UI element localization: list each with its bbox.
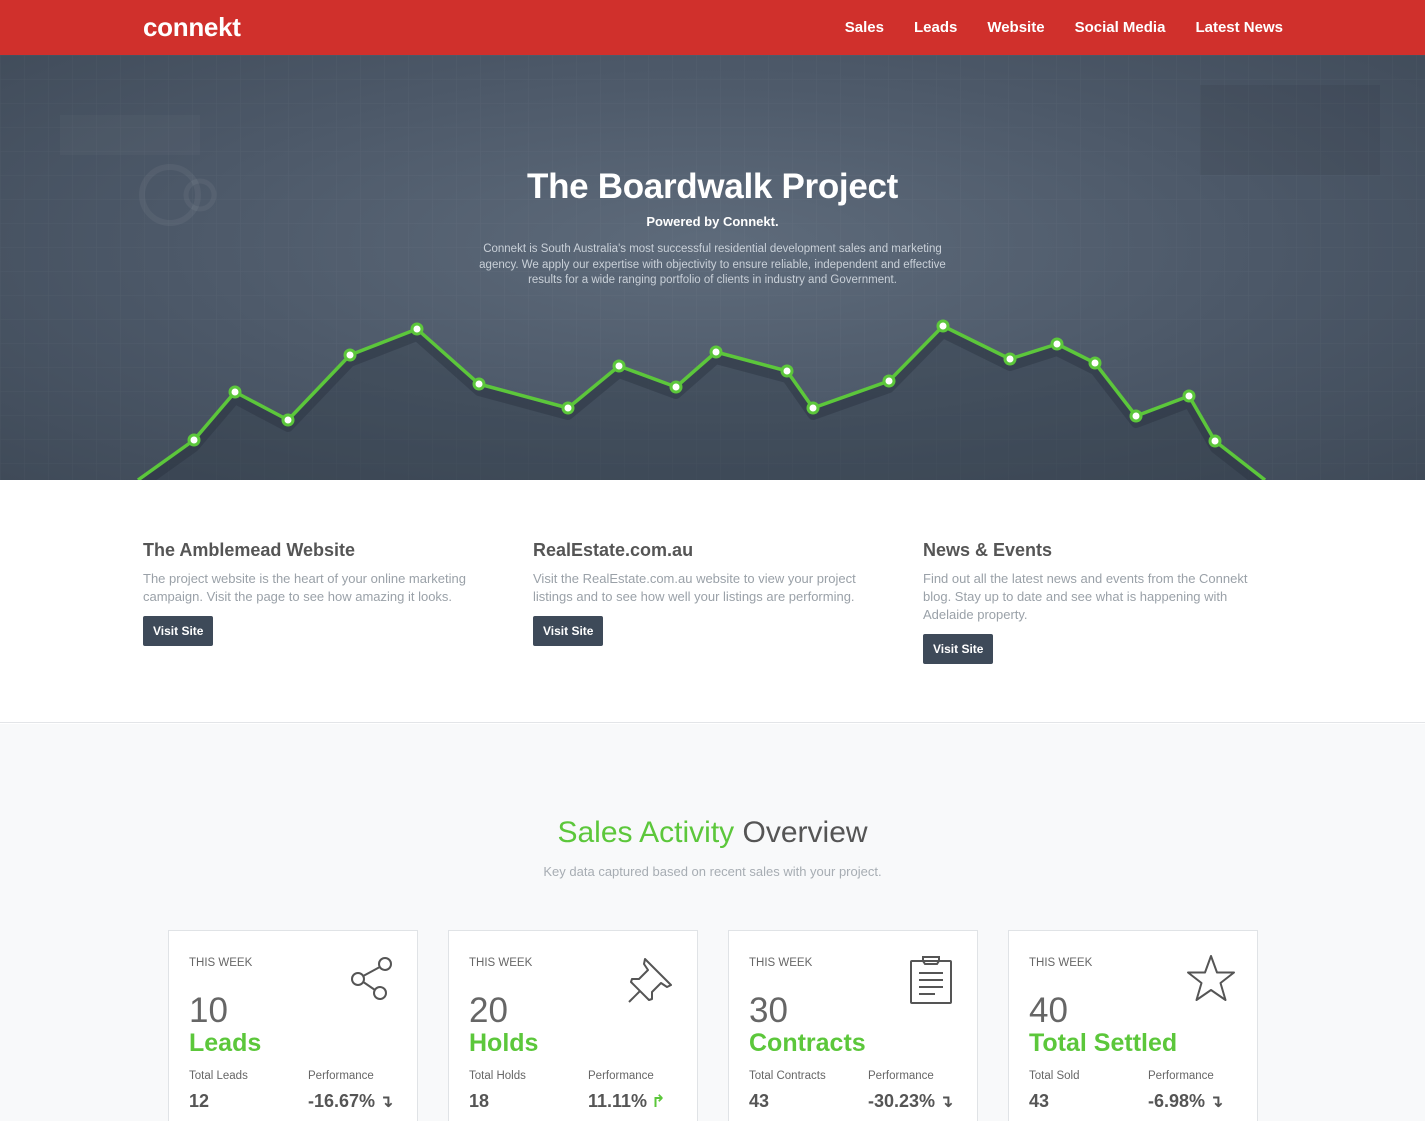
hero-chart-point [1050, 337, 1064, 351]
sales-subtitle: Key data captured based on recent sales … [543, 864, 882, 879]
arrow-up-icon: ↱ [651, 1092, 666, 1111]
card-label: Contracts [749, 1029, 866, 1057]
card-performance: 11.11% ↱ [588, 1091, 665, 1112]
feature-text: Visit the RealEstate.com.au website to v… [533, 571, 856, 604]
arrow-down-icon: ↴ [379, 1092, 394, 1111]
hero-chart-point [472, 377, 486, 391]
hero-banner: The Boardwalk Project Powered by Connekt… [0, 55, 1425, 480]
hero-chart-shadow [139, 328, 1265, 480]
hero-title: The Boardwalk Project [526, 167, 899, 206]
star-icon [1187, 955, 1235, 1001]
hero-chart-point [669, 380, 683, 394]
share-icon [351, 957, 392, 1000]
hero-chart-point [1208, 434, 1222, 448]
arrow-down-icon: ↴ [1209, 1092, 1224, 1111]
hero-chart-point [1182, 389, 1196, 403]
hero-line-chart [136, 319, 1267, 480]
card-period: THIS WEEK [189, 957, 253, 969]
card-period: THIS WEEK [469, 957, 533, 969]
card-performance-label: Performance [868, 1070, 934, 1082]
card-performance-label: Performance [1148, 1070, 1214, 1082]
hero-chart-point [228, 385, 242, 399]
nav-link-latest-news[interactable]: Latest News [1195, 19, 1283, 36]
card-label: Leads [189, 1029, 262, 1057]
hero-description: Connekt is South Australia's most succes… [479, 243, 946, 286]
visit-site-button-news[interactable]: Visit Site [923, 634, 994, 664]
hero-chart-point [410, 322, 424, 336]
feature-news-events: News & Events Find out all the latest ne… [923, 540, 1273, 664]
card-total-label: Total Contracts [749, 1070, 826, 1082]
hero-background-pattern [0, 55, 1425, 480]
card-total-value: 43 [1029, 1091, 1050, 1111]
feature-realestate: RealEstate.com.au Visit the RealEstate.c… [533, 540, 883, 646]
card-performance-value: -30.23% [868, 1091, 936, 1111]
nav-link-leads[interactable]: Leads [913, 19, 958, 36]
card-performance-label: Performance [588, 1070, 654, 1082]
hero-chart-area [138, 326, 1265, 480]
card-value: 30 [749, 991, 788, 1030]
nav-menu: Sales Leads Website Social Media Latest … [845, 0, 1283, 55]
card-total-label: Total Leads [189, 1070, 248, 1082]
hero-chart-point [1129, 409, 1143, 423]
hero-chart-point [561, 401, 575, 415]
hero-subtitle: Powered by Connekt. [646, 214, 779, 229]
hero-chart-point [709, 345, 723, 359]
hero-chart-point [1088, 356, 1102, 370]
top-navbar: connekt Sales Leads Website Social Media… [0, 0, 1425, 55]
hero-chart-point [806, 401, 820, 415]
sales-title: Sales Activity Overview [0, 816, 1425, 850]
sales-title-rest: Overview [734, 816, 868, 849]
feature-text: The project website is the heart of your… [143, 571, 467, 604]
card-performance-value: -16.67% [308, 1091, 376, 1111]
card-period: THIS WEEK [749, 957, 813, 969]
visit-site-button-realestate[interactable]: Visit Site [533, 616, 604, 646]
stat-card-total-settled: THIS WEEK 40 Total Settled Total Sold Pe… [1008, 930, 1258, 1121]
stat-card-leads: THIS WEEK 10 Leads Total Leads Performan… [168, 930, 418, 1121]
feature-title: RealEstate.com.au [533, 540, 694, 560]
card-performance: -30.23% ↴ [868, 1091, 953, 1112]
card-label: Holds [469, 1029, 539, 1057]
visit-site-button-website[interactable]: Visit Site [143, 616, 214, 646]
card-total-value: 18 [469, 1091, 490, 1111]
card-total-label: Total Sold [1029, 1070, 1080, 1082]
card-total-value: 12 [189, 1091, 210, 1111]
card-performance-value: 11.11% [588, 1091, 648, 1111]
feature-title: The Amblemead Website [143, 540, 356, 560]
hero-chart-point [780, 364, 794, 378]
hero-chart-point [1003, 352, 1017, 366]
logo[interactable]: connekt [143, 12, 241, 42]
card-period: THIS WEEK [1029, 957, 1093, 969]
nav-link-website[interactable]: Website [987, 19, 1045, 36]
hero-chart-point [187, 433, 201, 447]
card-value: 10 [189, 991, 228, 1030]
card-value: 20 [469, 991, 508, 1030]
feature-text: Find out all the latest news and events … [923, 571, 1248, 622]
hero-chart-point [281, 413, 295, 427]
features-section: The Amblemead Website The project websit… [0, 480, 1425, 723]
hero-chart-point [882, 374, 896, 388]
card-performance-value: -6.98% [1148, 1091, 1206, 1111]
hero-chart-line [136, 324, 1267, 480]
card-label: Total Settled [1029, 1029, 1178, 1057]
feature-title: News & Events [923, 540, 1053, 560]
pushpin-icon [628, 958, 672, 1003]
hero-chart-point [612, 359, 626, 373]
nav-link-social-media[interactable]: Social Media [1074, 19, 1166, 36]
stat-card-contracts: THIS WEEK 30 Contracts Total Contracts P… [728, 930, 978, 1121]
hero-chart-point [343, 348, 357, 362]
stat-card-holds: THIS WEEK 20 Holds Total Holds Performan… [448, 930, 698, 1121]
card-total-label: Total Holds [469, 1070, 526, 1082]
hero-chart-point [936, 319, 950, 333]
card-performance: -6.98% ↴ [1148, 1091, 1223, 1112]
sales-overview-section: Sales Activity Overview Key data capture… [0, 724, 1425, 1121]
sales-title-accent: Sales Activity [557, 816, 735, 849]
card-performance-label: Performance [308, 1070, 374, 1082]
card-total-value: 43 [749, 1091, 770, 1111]
nav-link-sales[interactable]: Sales [844, 19, 884, 36]
arrow-down-icon: ↴ [939, 1092, 954, 1111]
clipboard-icon [910, 956, 952, 1004]
card-value: 40 [1029, 991, 1068, 1030]
card-performance: -16.67% ↴ [308, 1091, 393, 1112]
feature-website: The Amblemead Website The project websit… [143, 540, 493, 646]
